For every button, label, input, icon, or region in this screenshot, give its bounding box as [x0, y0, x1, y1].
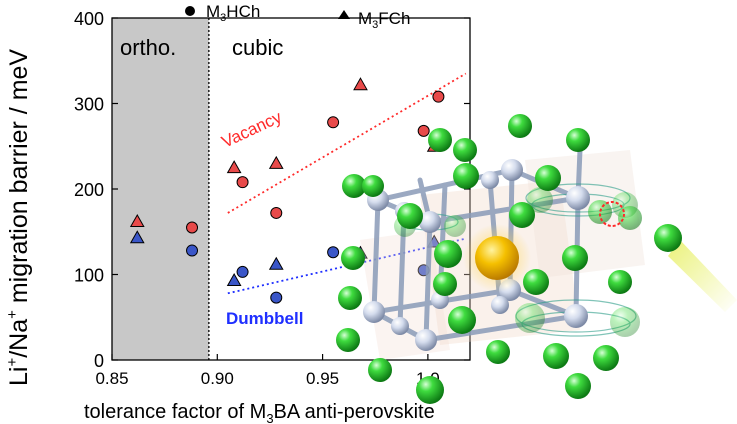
halide-atom [338, 286, 362, 310]
halide-atom [336, 328, 360, 352]
halide-atom [368, 358, 392, 382]
halide-atom [448, 306, 476, 334]
halide-atom [608, 270, 632, 294]
central-atom [475, 236, 519, 280]
silver-atom [363, 301, 385, 323]
migrating-ion-ghost [588, 200, 612, 224]
silver-atom [419, 211, 441, 233]
y-tick-label: 200 [74, 180, 104, 200]
silver-atom [564, 304, 588, 328]
x-tick-label: 0.90 [201, 369, 234, 388]
x-tick-label: 0.95 [306, 369, 339, 388]
silver-atom [391, 317, 409, 335]
vacancy-fch-point [268, 155, 284, 169]
halide-atom [523, 269, 549, 295]
dumbbell-hch-point [327, 246, 340, 259]
vacancy-marker [599, 201, 625, 227]
halide-atom [486, 340, 510, 364]
ghost-halide-atom [527, 187, 553, 213]
halide-atom [453, 163, 479, 189]
bond [423, 313, 579, 343]
dumbbell-fch-point [268, 256, 284, 270]
vacancy-hch-point [417, 124, 430, 137]
halide-atom [433, 272, 457, 296]
y-axis-label: Li+/Na+ migration barrier / meV [4, 49, 33, 386]
dumbbell-hch-point [270, 291, 283, 304]
ghost-halide-atom [610, 307, 640, 337]
bond [423, 219, 433, 343]
dumbbell-fch-point [129, 230, 145, 244]
legend-label-fch: M3FCh [358, 9, 410, 31]
halide-atom [562, 245, 588, 271]
legend: M3HCh M3FCh [185, 2, 410, 31]
silver-atom [501, 159, 523, 181]
x-axis-label: tolerance factor of M3BA anti-perovskite [84, 401, 435, 424]
y-tick-label: 0 [94, 351, 104, 371]
halide-atom [543, 343, 569, 369]
y-tick-label: 400 [74, 9, 104, 29]
halide-atom [565, 373, 591, 399]
halide-atom [342, 174, 366, 198]
halide-atom [566, 128, 590, 152]
silver-atom [491, 296, 509, 314]
ghost-halide-atom [444, 215, 466, 237]
ghost-halide-atom [515, 303, 545, 333]
halide-atom [362, 175, 384, 197]
y-tick-label: 100 [74, 266, 104, 286]
dumbbell-hch-point [186, 244, 199, 257]
vacancy-hch-point [270, 206, 283, 219]
y-tick-label: 300 [74, 95, 104, 115]
bond [371, 197, 381, 315]
legend-circle-marker [185, 6, 195, 16]
vacancy-fch-point [129, 213, 145, 227]
halide-atom [428, 128, 452, 152]
vacancy-fch-point [353, 77, 368, 91]
legend-triangle-marker [338, 10, 350, 19]
migrating-ion [654, 224, 682, 252]
ortho-region [112, 18, 209, 360]
vacancy-hch-point [236, 176, 249, 189]
trend-lines [227, 72, 467, 295]
crystal-structure-illustration [336, 114, 737, 404]
region-label-ortho: ortho. [120, 35, 176, 60]
x-tick-label: 0.85 [95, 369, 128, 388]
region-label-cubic: cubic [232, 35, 283, 60]
vacancy-fch-point [226, 160, 242, 174]
halide-atom [508, 114, 532, 138]
series-label-dumbbell: Dumbbell [226, 309, 303, 328]
halide-atom [453, 138, 477, 162]
halide-atom [397, 203, 423, 229]
halide-atom [416, 376, 444, 404]
dumbbell-fch-point [226, 272, 242, 286]
series-label-vacancy: Vacancy [219, 107, 285, 151]
halide-atom [535, 165, 561, 191]
silver-atom [415, 329, 437, 351]
dumbbell-trend-line [227, 237, 466, 295]
vacancy-hch-point [432, 90, 445, 103]
legend-label-hch: M3HCh [206, 2, 260, 24]
silver-atom [481, 171, 499, 189]
halide-atom [341, 246, 365, 270]
migration-trail [668, 240, 737, 312]
halide-atom [434, 240, 462, 268]
vacancy-hch-point [327, 116, 340, 129]
halide-atom [509, 202, 535, 228]
dumbbell-hch-point [236, 265, 249, 278]
vacancy-hch-point [186, 221, 199, 234]
halide-atom [593, 345, 619, 371]
migrating-ion-ghost [618, 206, 642, 230]
silver-atom [566, 186, 590, 210]
vacancy-trend-line [227, 72, 467, 214]
